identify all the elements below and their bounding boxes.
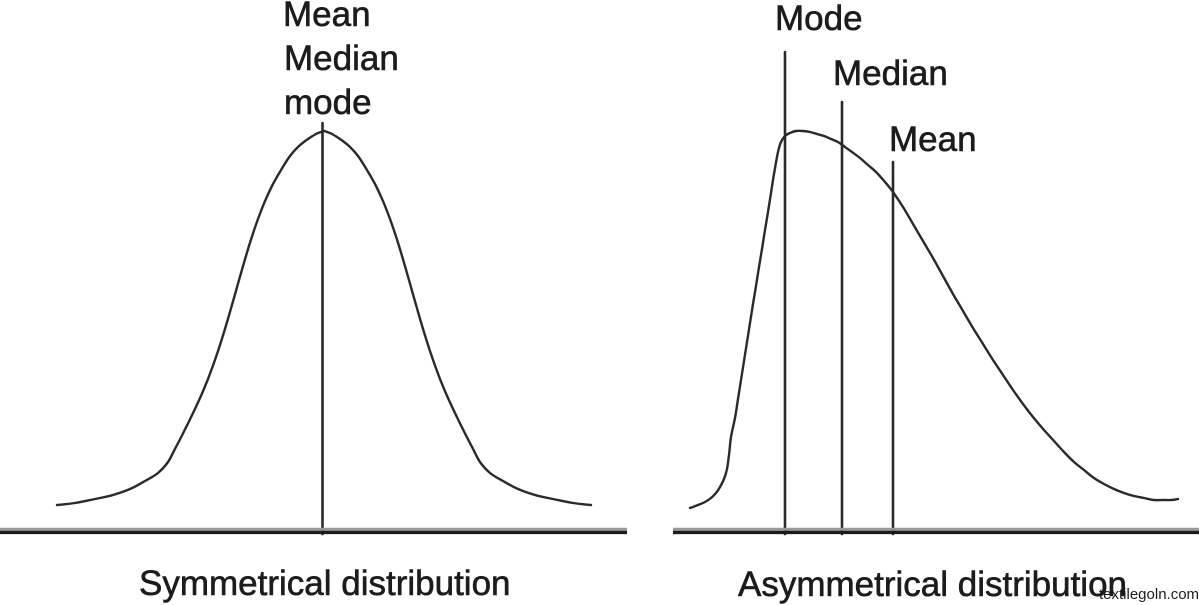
svg-text:Asymmetrical distribution: Asymmetrical distribution xyxy=(738,565,1127,604)
svg-text:Mean: Mean xyxy=(889,120,977,159)
svg-text:textilegoln.com: textilegoln.com xyxy=(1099,586,1199,603)
svg-text:Mean: Mean xyxy=(283,0,371,34)
svg-text:Median: Median xyxy=(833,54,948,93)
svg-text:Median: Median xyxy=(284,39,399,78)
svg-text:mode: mode xyxy=(284,83,372,122)
svg-text:Symmetrical distribution: Symmetrical distribution xyxy=(139,564,511,603)
svg-text:Mode: Mode xyxy=(775,0,863,38)
